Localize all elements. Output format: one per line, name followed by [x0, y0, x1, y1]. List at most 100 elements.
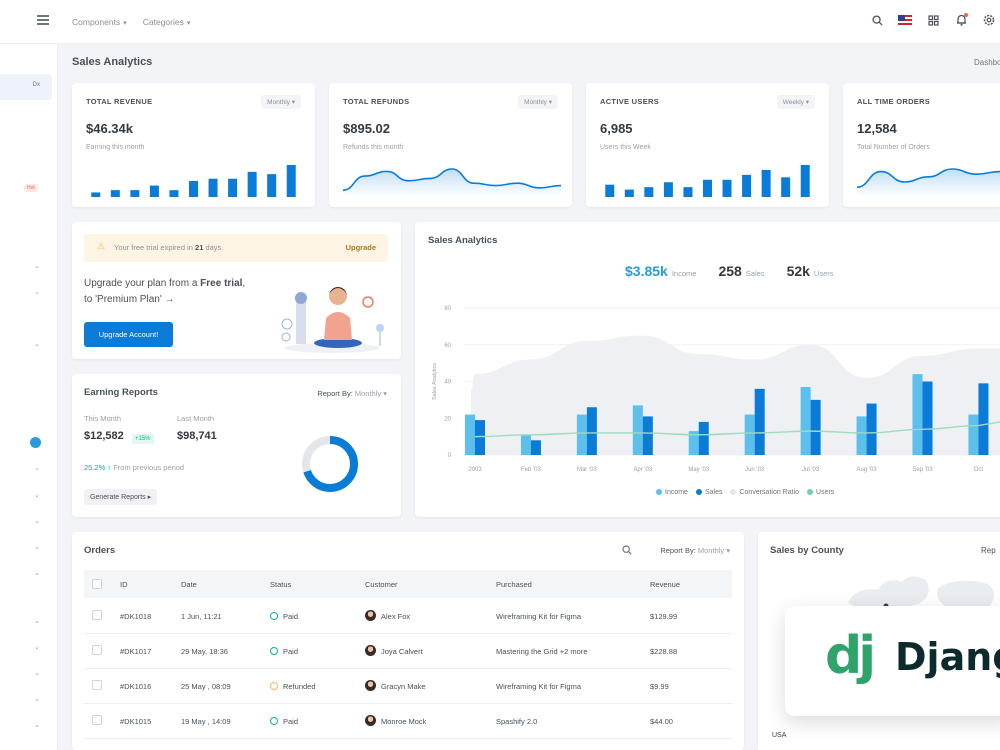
row-checkbox[interactable]: [92, 645, 102, 655]
check-circle-icon: [270, 647, 278, 655]
chevron-down-icon[interactable]: ⌄: [34, 465, 40, 472]
income-bar[interactable]: [968, 414, 979, 455]
sales-bar[interactable]: [978, 383, 989, 455]
chevron-down-icon[interactable]: ⌄: [34, 518, 40, 525]
nav-components[interactable]: Components ▾: [72, 17, 127, 27]
stat-label: TOTAL REVENUE: [86, 97, 153, 106]
sales-bar[interactable]: [922, 381, 933, 456]
us-flag-icon[interactable]: [898, 13, 912, 27]
chevron-down-icon[interactable]: ⌄: [34, 670, 40, 677]
bell-icon[interactable]: [954, 13, 968, 27]
stat-value: 12,584: [857, 121, 897, 136]
sales-bar[interactable]: [642, 416, 653, 455]
chevron-down-icon[interactable]: ⌄: [34, 492, 40, 499]
column-header[interactable]: ID: [120, 580, 128, 589]
column-header[interactable]: Status: [270, 580, 292, 589]
chevron-down-icon[interactable]: ⌄: [34, 618, 40, 625]
sales-bar[interactable]: [698, 421, 709, 455]
chevron-down-icon[interactable]: ⌄: [34, 696, 40, 703]
period-select[interactable]: Monthly ▾: [518, 95, 558, 109]
chevron-down-icon[interactable]: ⌄: [34, 722, 40, 729]
sales-bar[interactable]: [810, 399, 821, 455]
order-purchased: Mastering the Grid +2 more: [496, 647, 588, 656]
generate-reports-button[interactable]: Generate Reports ▸: [84, 489, 158, 505]
sales-bar[interactable]: [530, 440, 541, 455]
income-bar[interactable]: [465, 414, 475, 455]
report-by-select[interactable]: Report By: Monthly ▾: [317, 389, 387, 398]
search-icon[interactable]: [622, 545, 632, 557]
chevron-down-icon[interactable]: ⌄: [34, 263, 40, 270]
income-bar[interactable]: [912, 374, 923, 455]
django-logo-icon: dj: [825, 626, 876, 686]
order-date: 19 May , 14:09: [181, 717, 231, 726]
notification-dot: [964, 13, 968, 17]
table-row[interactable]: #DK1017 29 May, 18:36 Paid Joya Calvert …: [84, 634, 787, 669]
income-bar[interactable]: [632, 405, 643, 455]
row-checkbox[interactable]: [92, 680, 102, 690]
previous-period: 25.2% ↑ From previous period: [84, 463, 185, 472]
breadcrumb[interactable]: Dashbo: [974, 58, 1000, 67]
order-id[interactable]: #DK1015: [120, 717, 152, 726]
income-bar[interactable]: [520, 434, 531, 455]
row-checkbox[interactable]: [92, 715, 102, 725]
legend-users[interactable]: Users: [807, 489, 834, 496]
order-id[interactable]: #DK1017: [120, 647, 152, 656]
income-bar[interactable]: [800, 387, 811, 455]
chevron-down-icon[interactable]: ⌄: [34, 570, 40, 577]
legend-conversation-ratio[interactable]: Conversation Ratio: [730, 489, 799, 496]
spark-bar: [624, 189, 634, 197]
map-country-label: USA: [772, 732, 787, 739]
sales-bar[interactable]: [475, 420, 485, 455]
order-status: Paid: [270, 647, 298, 656]
sales-bar[interactable]: [754, 388, 765, 455]
spark-bar: [644, 187, 654, 197]
spark-area: [343, 169, 561, 197]
sales-bar[interactable]: [866, 403, 877, 455]
column-header[interactable]: Customer: [365, 580, 398, 589]
settings-icon[interactable]: [982, 13, 996, 27]
apps-grid-icon[interactable]: [926, 13, 940, 27]
chevron-down-icon[interactable]: ⌄: [34, 644, 40, 651]
orders-title: Orders: [84, 545, 116, 556]
topbar: Components ▾ Categories ▾: [0, 0, 1000, 44]
sidebar-item-active[interactable]: Dx: [0, 74, 52, 100]
income-bar[interactable]: [688, 431, 699, 455]
search-icon[interactable]: [870, 13, 884, 27]
column-header[interactable]: Purchased: [496, 580, 532, 589]
select-all-checkbox[interactable]: [92, 579, 102, 589]
report-by-select[interactable]: Report By: Monthly ▾: [660, 546, 730, 555]
upgrade-link[interactable]: Upgrade: [345, 243, 376, 252]
upgrade-account-button[interactable]: Upgrade Account!: [84, 322, 173, 347]
legend-income[interactable]: Income: [656, 489, 688, 496]
sidebar: Dx Hot ⌄ ⌄ ⌄ ⌄ ⌄ ⌄ ⌄ ⌄ ⌄ ⌄ ⌄ ⌄ ⌄: [0, 44, 58, 750]
menu-toggle-icon[interactable]: [37, 15, 49, 27]
income-bar[interactable]: [744, 414, 755, 455]
order-status: Paid: [270, 717, 298, 726]
spark-line: [343, 168, 561, 192]
y-tick-label: 20: [444, 416, 451, 422]
django-wordmark: Django: [895, 635, 1000, 679]
nav-categories[interactable]: Categories ▾: [142, 17, 191, 27]
earning-title: Earning Reports: [84, 387, 158, 398]
table-row[interactable]: #DK1016 25 May , 08:09 Refunded Gracyn M…: [84, 669, 787, 704]
sales-bar[interactable]: [586, 407, 597, 455]
row-checkbox[interactable]: [92, 610, 102, 620]
column-header[interactable]: Date: [181, 580, 197, 589]
column-header[interactable]: Revenue: [650, 580, 681, 589]
chevron-down-icon[interactable]: ⌄: [34, 289, 40, 296]
income-bar[interactable]: [576, 414, 587, 455]
order-id[interactable]: #DK1018: [120, 612, 152, 621]
chevron-down-icon[interactable]: ⌄: [34, 341, 40, 348]
legend-sales[interactable]: Sales: [695, 489, 722, 496]
table-row[interactable]: #DK1018 1 Jun, 11:21 Paid Alex Fox Wiref…: [84, 599, 787, 634]
period-select[interactable]: Weekly ▾: [776, 95, 815, 109]
y-tick-label: 60: [444, 343, 451, 349]
donut-segment-b: [302, 436, 358, 492]
table-row[interactable]: #DK1015 19 May , 14:09 Paid Monroe Mock …: [84, 704, 787, 739]
world-map[interactable]: [838, 562, 1000, 622]
chevron-down-icon[interactable]: ⌄: [34, 544, 40, 551]
order-id[interactable]: #DK1016: [120, 682, 152, 691]
period-select[interactable]: Monthly ▾: [261, 95, 301, 109]
income-bar[interactable]: [856, 416, 867, 455]
map-report-select[interactable]: Rep: [981, 546, 996, 555]
